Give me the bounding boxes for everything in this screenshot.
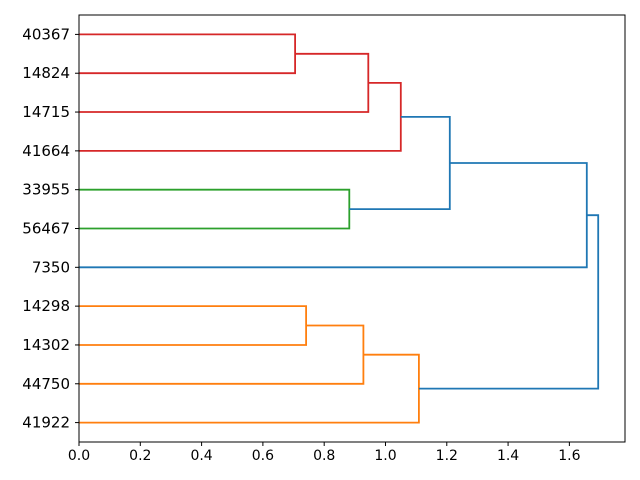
dendrogram-link-1 bbox=[79, 52, 370, 113]
leaf-label: 56467 bbox=[22, 220, 70, 238]
x-tick-labels: 0.0 0.2 0.4 0.6 0.8 1.0 1.2 1.4 1.6 bbox=[68, 448, 581, 464]
leaf-tick-marks bbox=[75, 33, 79, 424]
dendrogram-link-7 bbox=[79, 353, 420, 424]
x-tick-label: 1.6 bbox=[558, 448, 580, 464]
x-tick-marks bbox=[78, 442, 570, 446]
leaf-label: 41664 bbox=[22, 142, 70, 160]
leaf-label: 44750 bbox=[22, 375, 70, 393]
dendrogram-link-2 bbox=[79, 82, 402, 152]
dendrogram-link-5 bbox=[79, 305, 308, 346]
x-tick-label: 0.2 bbox=[129, 448, 151, 464]
x-tick-label: 0.4 bbox=[190, 448, 212, 464]
leaf-labels: 40367 14824 14715 41664 33955 56467 7350… bbox=[22, 25, 70, 431]
x-tick-label: 0.8 bbox=[313, 448, 335, 464]
dendrogram-link-9 bbox=[418, 214, 600, 390]
leaf-label: 14824 bbox=[22, 64, 70, 82]
dendrogram-link-6 bbox=[79, 324, 365, 385]
x-tick-label: 0.0 bbox=[68, 448, 90, 464]
x-tick-label: 1.0 bbox=[374, 448, 396, 464]
leaf-label: 40367 bbox=[22, 25, 70, 43]
x-tick-label: 1.4 bbox=[497, 448, 519, 464]
leaf-label: 14302 bbox=[22, 336, 70, 354]
leaf-label: 14715 bbox=[22, 103, 70, 121]
leaf-label: 14298 bbox=[22, 297, 70, 315]
x-tick-label: 0.6 bbox=[252, 448, 274, 464]
leaf-label: 41922 bbox=[22, 414, 70, 432]
x-tick-label: 1.2 bbox=[436, 448, 458, 464]
dendrogram-links bbox=[79, 33, 600, 424]
dendrogram-link-4 bbox=[349, 116, 451, 211]
dendrogram-link-3 bbox=[79, 188, 351, 230]
leaf-label: 33955 bbox=[22, 181, 70, 199]
dendrogram-link-0 bbox=[79, 33, 297, 75]
leaf-label: 7350 bbox=[32, 258, 70, 276]
dendrogram-link-8 bbox=[79, 162, 588, 269]
